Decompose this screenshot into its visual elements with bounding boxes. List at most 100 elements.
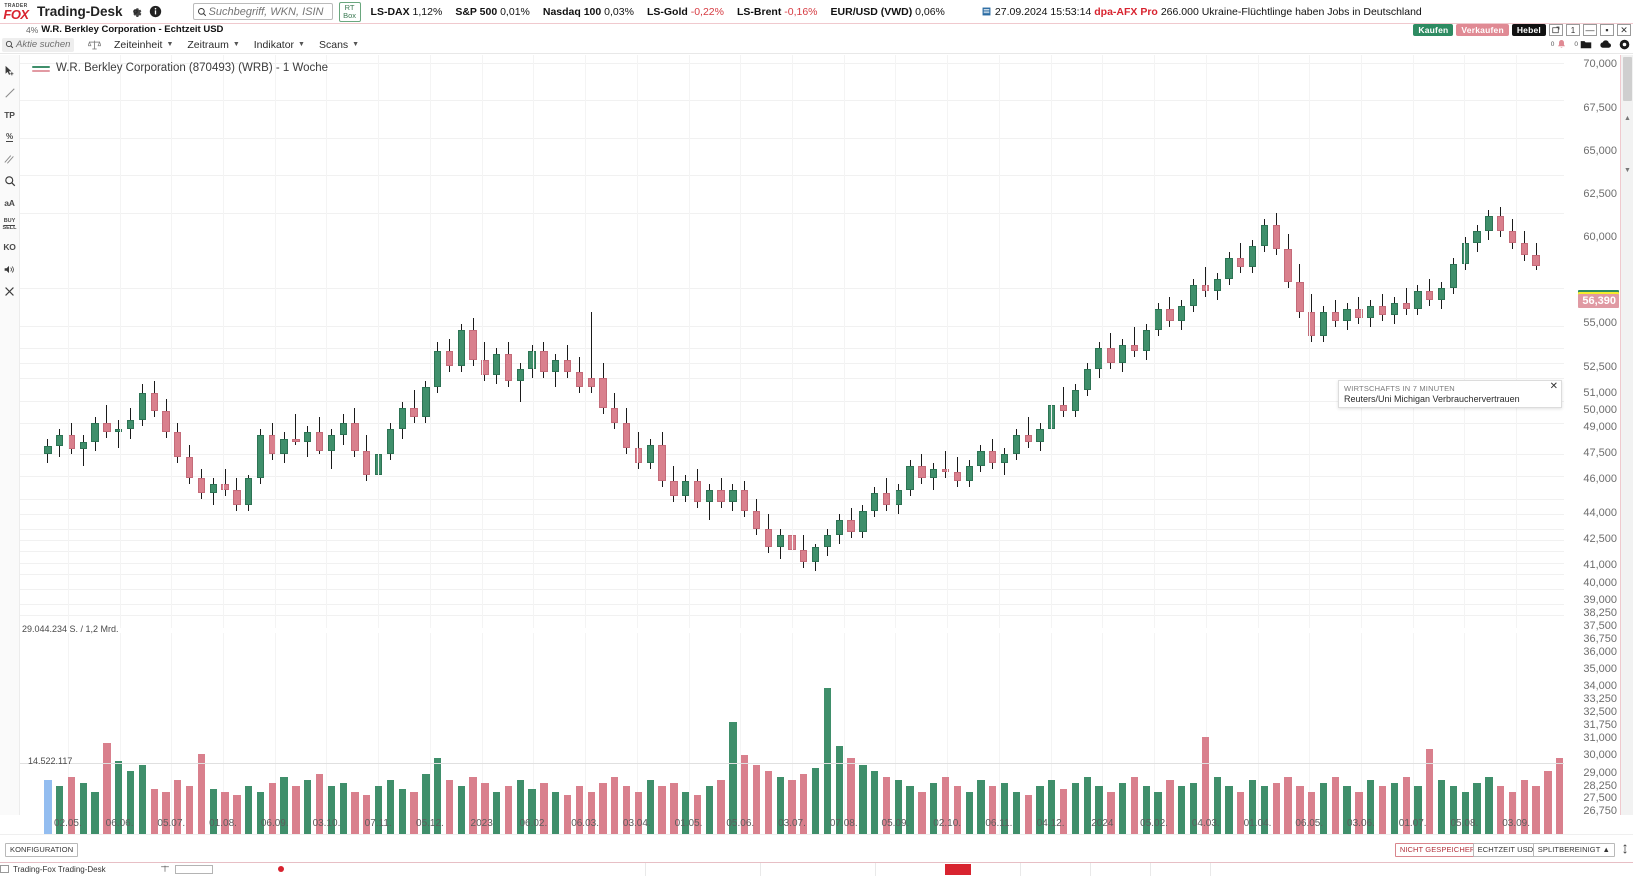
line-tool-icon[interactable] <box>0 82 20 104</box>
ticker-item[interactable]: S&P 500 0,01% <box>455 6 530 18</box>
maximize-button[interactable]: ▪ <box>1600 24 1614 36</box>
scroll-up-arrow[interactable]: ▲ <box>1624 115 1631 122</box>
grid-line <box>688 55 690 628</box>
search-input[interactable] <box>206 4 329 19</box>
scroll-down-arrow[interactable]: ▼ <box>1624 167 1631 174</box>
delete-tool-icon[interactable] <box>0 280 20 302</box>
realtime-badge[interactable]: ECHTZEIT USD ▲ <box>1472 843 1548 857</box>
candle-body <box>1130 345 1139 352</box>
grid-line <box>378 633 380 843</box>
bell-icon[interactable] <box>1556 39 1567 50</box>
chart-canvas[interactable]: W.R. Berkley Corporation (870493) (WRB) … <box>20 55 1564 843</box>
settings-circle-icon[interactable] <box>1619 39 1630 50</box>
buy-sell-tool-icon[interactable]: BUY SELL <box>2 218 17 231</box>
split-adjusted-badge[interactable]: SPLITBEREINIGT ▲ <box>1532 843 1615 857</box>
zoom-tool-icon[interactable] <box>0 170 20 192</box>
minimize-button[interactable]: — <box>1583 24 1597 36</box>
price-plot[interactable] <box>20 55 1564 628</box>
candle-body <box>197 477 206 493</box>
footer-checkbox[interactable] <box>0 865 9 873</box>
news-list-icon <box>982 7 991 16</box>
gear-icon[interactable] <box>129 5 143 19</box>
take-profit-tool-icon[interactable]: TP <box>4 110 15 120</box>
speaker-tool-icon[interactable] <box>0 258 20 280</box>
date-tick-label: 06.06. <box>105 818 134 829</box>
price-tick-label: 31,000 <box>1583 732 1617 744</box>
sell-button[interactable]: Verkaufen <box>1456 24 1509 36</box>
rt-box-button[interactable]: RT Box <box>338 1 361 22</box>
scale-balance-icon[interactable] <box>88 39 101 51</box>
volume-bar <box>1355 792 1363 838</box>
footer-tab-label[interactable]: Trading-Fox Trading-Desk <box>13 864 106 874</box>
vertical-scrollbar[interactable]: ▲ ▼ <box>1620 55 1633 815</box>
candle-body <box>1319 312 1328 337</box>
resize-handle-icon[interactable] <box>1621 844 1629 854</box>
candle-body <box>67 435 76 450</box>
volume-bar <box>599 782 607 838</box>
global-search[interactable] <box>192 3 333 20</box>
price-tick-label: 41,000 <box>1583 559 1617 572</box>
scrollbar-thumb[interactable] <box>1623 57 1632 101</box>
date-tick-label: 05.08. <box>1450 818 1479 829</box>
date-tick-label: 01.07. <box>1398 818 1427 829</box>
candle-body <box>1296 282 1304 313</box>
volume-bar <box>197 753 206 838</box>
volume-bar <box>504 785 513 838</box>
buy-button[interactable]: Kaufen <box>1413 24 1454 36</box>
text-tool-icon[interactable]: aA <box>4 198 15 208</box>
footer-input[interactable] <box>175 864 213 874</box>
top-ticker-bar: TRADER FOX Trading-Desk RT Box LS-DAX 1,… <box>0 0 1633 24</box>
not-saved-badge[interactable]: NICHT GESPEICHERT <box>1394 843 1485 857</box>
volume-bar <box>1142 785 1150 838</box>
volume-bar <box>1237 792 1245 838</box>
volume-bar <box>256 792 265 838</box>
popup-body: Reuters/Uni Michigan Verbrauchervertraue… <box>1344 394 1520 404</box>
ticker-change: 0,01% <box>500 5 530 18</box>
volume-plot[interactable]: 29.044.234 S. / 1,2 Mrd. 14.522.117 <box>20 624 1564 843</box>
popout-window-button[interactable] <box>1549 24 1563 36</box>
grid-line <box>585 633 587 843</box>
popup-close-icon[interactable]: ✕ <box>1549 381 1558 392</box>
window-count[interactable]: 1 <box>1566 24 1580 36</box>
ticker-item[interactable]: EUR/USD (VWD) 0,06% <box>831 6 945 18</box>
price-tick-label: 36,000 <box>1583 645 1617 658</box>
footer-alert-box[interactable] <box>945 864 971 875</box>
ticker-item[interactable]: Nasdaq 100 0,03% <box>543 6 634 18</box>
footer-scale-icon[interactable] <box>160 864 170 874</box>
close-button[interactable]: ✕ <box>1617 24 1631 36</box>
news-popup[interactable]: ✕ WIRTSCHAFTS IN 7 MINUTEN Reuters/Uni M… <box>1338 380 1562 408</box>
menu-indikator[interactable]: Indikator ▼ <box>254 39 305 51</box>
candle-body <box>835 519 843 535</box>
menu-zeitraum[interactable]: Zeitraum ▼ <box>187 39 239 51</box>
ticker-item[interactable]: LS-Brent -0,16% <box>737 6 818 18</box>
volume-bar <box>965 792 973 838</box>
candle-body <box>1414 291 1422 310</box>
cloud-icon[interactable] <box>1599 39 1612 50</box>
price-axis[interactable]: 56,645 56,518 56,390 70,00067,50065,0006… <box>1564 55 1620 817</box>
price-tick-label: 65,000 <box>1583 144 1617 157</box>
news-ticker[interactable]: 27.09.2024 15:53:14 dpa-AFX Pro 266.000 … <box>982 6 1422 18</box>
candle-body <box>1343 309 1351 322</box>
candle-body <box>516 369 524 382</box>
info-icon[interactable] <box>149 5 163 19</box>
menu-scans[interactable]: Scans ▼ <box>319 39 359 51</box>
date-tick-label: 06.03. <box>571 818 599 829</box>
menu-zeiteinheit[interactable]: Zeiteinheit ▼ <box>114 39 173 51</box>
volume-bar <box>1024 795 1032 838</box>
ticker-item[interactable]: LS-Gold -0,22% <box>647 6 724 18</box>
folder-icon[interactable] <box>1580 39 1592 50</box>
configuration-button[interactable]: KONFIGURATION <box>5 843 79 857</box>
volume-bar <box>374 785 383 838</box>
cursor-tool-icon[interactable] <box>0 60 20 82</box>
stock-search-button[interactable]: Aktie suchen <box>2 37 74 52</box>
volume-bar <box>811 767 820 838</box>
volume-bar <box>1532 785 1540 838</box>
parallel-lines-tool-icon[interactable] <box>0 148 20 170</box>
leverage-button[interactable]: Hebel <box>1511 24 1546 36</box>
candle-body <box>1059 405 1068 412</box>
percent-tool-icon[interactable]: % <box>5 132 14 142</box>
ticker-item[interactable]: LS-DAX 1,12% <box>371 6 443 18</box>
ko-tool-icon[interactable]: KO <box>3 242 16 252</box>
candle-body <box>1367 306 1375 319</box>
candle-body <box>894 489 902 505</box>
